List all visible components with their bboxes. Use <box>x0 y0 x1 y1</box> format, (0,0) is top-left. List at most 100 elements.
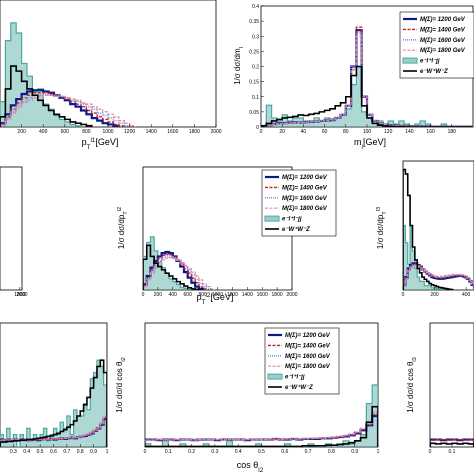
x-axis-title: cos θl2 <box>237 460 264 474</box>
legend-swatch-e-l-l-jj <box>264 215 280 222</box>
x-tick-label: 1800 <box>272 292 283 298</box>
x-tick-label: 1200 <box>124 129 135 135</box>
series-m-sigma-1800-gev <box>145 411 378 447</box>
legend-label-e-w-w-z: e⁻W⁺W⁻Z <box>285 384 313 391</box>
x-tick-label: 60 <box>322 129 328 135</box>
legend-label-e-w-w-z: e⁻W⁺W⁻Z <box>282 226 310 233</box>
y-axis-title: 1/σ dσ/d cos θl3 <box>406 357 418 413</box>
series-e-w-w-z <box>0 65 93 127</box>
x-tick-label: 160 <box>426 129 435 135</box>
legend-label-m-sigma-1400-gev: M(Σ)= 1400 GeV <box>285 343 331 349</box>
y-tick-label: 0.2 <box>252 65 259 71</box>
y-tick-label: 0.4 <box>252 4 259 10</box>
x-tick-label: 400 <box>169 292 178 298</box>
legend-label-m-sigma-1200-gev: M(Σ)= 1200 GeV <box>282 175 328 181</box>
x-tick-label: 0.6 <box>50 449 57 455</box>
plot-frame <box>144 322 379 448</box>
x-tick-label: 0.1 <box>165 449 172 455</box>
panel-bottom-left: 0.3 0.4 0.5 0.6 0.7 0.8 0.9 1 <box>0 322 109 455</box>
x-tick-label: 80 <box>343 129 349 135</box>
x-tick-label: 1200 <box>227 292 238 298</box>
x-tick-label: 600 <box>61 129 70 135</box>
x-tick-label: 0 <box>402 292 405 298</box>
legend-swatch-e-l-l-jj <box>267 373 283 380</box>
x-tick-label: 100 <box>363 129 372 135</box>
legend-label-m-sigma-1400-gev: M(Σ)= 1400 GeV <box>282 185 328 191</box>
x-tick-label: 1000 <box>102 129 113 135</box>
x-tick-label: 1 <box>106 449 109 455</box>
x-tick-label: 0.1 <box>449 449 456 455</box>
series-e-l-l-jj <box>403 224 444 290</box>
legend-label-m-sigma-1800-gev: M(Σ)= 1800 GeV <box>285 364 331 370</box>
x-tick-label: 0.2 <box>188 449 195 455</box>
plot-frame <box>0 166 23 291</box>
x-tick-label: 2000 <box>210 129 221 135</box>
x-tick-label: 1800 <box>14 292 25 298</box>
x-tick-label: 1000 <box>212 292 223 298</box>
x-tick-label: 0.5 <box>37 449 44 455</box>
y-tick-label: 0.35 <box>249 19 259 25</box>
x-tick-label: 600 <box>184 292 193 298</box>
x-tick-label: 800 <box>82 129 91 135</box>
series-m-sigma-1800-gev <box>261 35 473 127</box>
x-tick-label: 1400 <box>242 292 253 298</box>
series-e-w-w-z <box>261 65 473 127</box>
series-m-sigma-1200-gev <box>403 262 474 290</box>
x-tick-label: 0.9 <box>90 449 97 455</box>
series-m-sigma-1800-gev <box>0 94 136 127</box>
y-axis-title: 1/σ dσ/dpTl2 <box>117 207 129 249</box>
x-axis-title: ml[GeV] <box>354 137 386 151</box>
x-tick-label: 400 <box>462 292 471 298</box>
legend-box <box>399 11 474 79</box>
x-tick-label: 0.5 <box>258 449 265 455</box>
x-tick-label: 400 <box>39 129 48 135</box>
x-tick-label: 200 <box>17 129 26 135</box>
x-axis-title: pTl1[GeV] <box>82 137 119 151</box>
legend-label-m-sigma-1200-gev: M(Σ)= 1200 GeV <box>420 17 466 23</box>
series-e-w-w-z <box>0 359 107 447</box>
x-tick-label: 0.8 <box>328 449 335 455</box>
panel-middle-right: 0 200 400 1/σ dσ/dpTl3 <box>376 160 474 298</box>
legend-box <box>264 327 340 395</box>
x-tick-label: 0 <box>144 449 147 455</box>
x-tick-label: 1800 <box>189 129 200 135</box>
legend-label-m-sigma-1600-gev: M(Σ)= 1600 GeV <box>285 354 331 360</box>
series-m-sigma-1200-gev <box>143 250 204 290</box>
legend-swatch-e-l-l-jj <box>402 57 418 64</box>
series-e-w-w-z <box>143 244 200 290</box>
x-tick-label: 2000 <box>286 292 297 298</box>
y-tick-label: 0.3 <box>252 34 259 40</box>
x-tick-label: 1600 <box>257 292 268 298</box>
x-tick-label: 40 <box>301 129 307 135</box>
series-m-sigma-1800-gev <box>0 415 107 447</box>
panel-bottom-right: 0 0.1 1/σ dσ/d cos θl3 <box>406 322 474 455</box>
x-tick-label: 200 <box>430 292 439 298</box>
x-tick-label: 0 <box>260 129 263 135</box>
legend-label-m-sigma-1800-gev: M(Σ)= 1800 GeV <box>282 206 328 212</box>
legend-label-m-sigma-1200-gev: M(Σ)= 1200 GeV <box>285 333 331 339</box>
x-tick-label: 0.7 <box>63 449 70 455</box>
x-tick-label: 0.3 <box>211 449 218 455</box>
series-m-sigma-1400-gev <box>430 438 474 447</box>
panel-top-right: 0 20 40 60 80 100 120 140 160 180 0 0.05 0.1 0.15 0.2 0… <box>233 4 474 151</box>
x-tick-label: 0.8 <box>77 449 84 455</box>
series-e-w-w-z <box>145 405 378 447</box>
x-tick-label: 180 <box>448 129 457 135</box>
series-m-sigma-1600-gev <box>0 416 107 447</box>
y-axis-title: 1/σ dσ/dpTl3 <box>376 207 388 249</box>
legend-label-e-l-l-jj: e⁻l⁺l⁻jj <box>420 58 440 65</box>
x-tick-label: 0.4 <box>235 449 242 455</box>
legend-label-e-l-l-jj: e⁻l⁺l⁻jj <box>285 374 305 381</box>
y-tick-label: 0.1 <box>252 95 259 101</box>
legend-label-e-w-w-z: e⁻W⁺W⁻Z <box>420 68 448 75</box>
panel-top-left: 200 400 600 800 1000 1200 1400 1600 1800 2000 pTl1… <box>0 0 222 151</box>
legend-box <box>261 169 337 237</box>
x-tick-label: 2000 <box>16 292 27 298</box>
x-tick-label: 1400 <box>146 129 157 135</box>
series-m-sigma-1800-gev <box>403 264 474 290</box>
legend-label-m-sigma-1600-gev: M(Σ)= 1600 GeV <box>282 196 328 202</box>
x-axis-title: pTl2[GeV] <box>197 292 234 306</box>
x-tick-label: 800 <box>198 292 207 298</box>
